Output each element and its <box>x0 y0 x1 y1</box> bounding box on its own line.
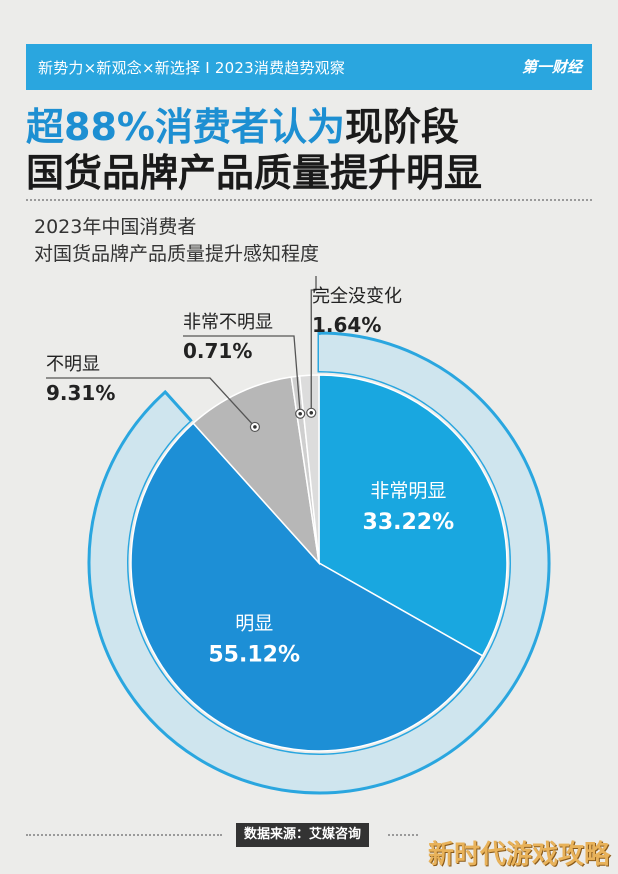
watermark: 新时代游戏攻略 <box>427 840 610 870</box>
callout-label-2: 不明显 <box>46 354 100 375</box>
subtitle-line-2: 对国货品牌产品质量提升感知程度 <box>34 243 320 265</box>
header-tagline: 新势力×新观念×新选择 I 2023消费趋势观察 <box>38 59 346 77</box>
callout-dot-center-4 <box>309 410 314 415</box>
callout-dot-center-2 <box>253 425 257 429</box>
divider-bottom-left <box>26 834 222 836</box>
outer-ring <box>87 331 551 795</box>
source-badge: 数据来源：艾媒咨询 <box>236 823 370 847</box>
headline-accent: 超88%消费者认为 <box>26 105 345 149</box>
callout-value-2: 9.31% <box>46 381 115 405</box>
callout-dot-center-3 <box>298 411 302 416</box>
callout-line-3 <box>183 335 301 414</box>
headline-rest: 现阶段 <box>344 105 459 149</box>
callout-line-2 <box>46 377 256 428</box>
slice-label-0: 非常明显 <box>370 480 446 502</box>
headline-line-2: 国货品牌产品质量提升明显 <box>26 151 483 195</box>
outer-ring-cap <box>164 391 192 422</box>
header-banner: 新势力×新观念×新选择 I 2023消费趋势观察 第一财经 <box>26 44 592 90</box>
chart-subtitle: 2023年中国消费者 对国货品牌产品质量提升感知程度 <box>34 214 319 268</box>
callout-value-4: 1.64% <box>312 313 381 337</box>
callout-label-3: 非常不明显 <box>183 312 273 333</box>
pie-slice-1 <box>130 422 484 752</box>
divider-bottom-right <box>388 834 418 836</box>
callout-label-4: 完全没变化 <box>312 286 402 307</box>
divider-top <box>26 199 592 201</box>
headline: 超88%消费者认为现阶段 国货品牌产品质量提升明显 <box>26 104 482 196</box>
pie-slice-0 <box>318 374 508 657</box>
callout-value-3: 0.71% <box>183 339 252 363</box>
callout-line-4 <box>310 276 317 413</box>
slice-value-1: 55.12% <box>208 643 300 668</box>
subtitle-line-1: 2023年中国消费者 <box>34 216 197 238</box>
brand-logo: 第一财经 <box>521 58 582 76</box>
headline-line-1: 超88%消费者认为现阶段 <box>26 104 482 150</box>
pie-slice-2 <box>192 376 321 566</box>
pie-slice-4 <box>298 374 320 564</box>
slice-label-1: 明显 <box>235 613 273 635</box>
slice-value-0: 33.22% <box>363 510 455 535</box>
